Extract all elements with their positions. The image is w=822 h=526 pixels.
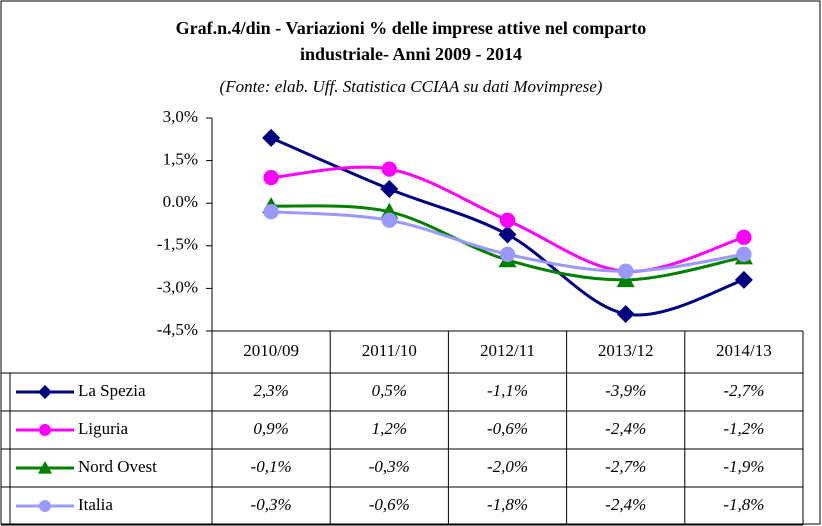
- chart-subtitle: (Fonte: elab. Uff. Statistica CCIAA su d…: [220, 77, 603, 96]
- legend-marker: [38, 461, 52, 474]
- y-tick-label: -1,5%: [157, 235, 198, 254]
- legend-label: Liguria: [78, 419, 128, 438]
- y-tick-label: 3,0%: [163, 107, 198, 126]
- legend-label: Italia: [78, 495, 113, 514]
- marker: [263, 204, 279, 220]
- value-label: -1,2%: [723, 419, 764, 438]
- value-label: -2,4%: [605, 419, 646, 438]
- legend-label: La Spezia: [78, 381, 146, 400]
- x-tick-label: 2013/12: [598, 341, 654, 360]
- value-label: -2,7%: [605, 457, 646, 476]
- marker: [734, 270, 753, 289]
- value-label: -3,9%: [605, 381, 646, 400]
- value-label: 0,9%: [253, 419, 288, 438]
- x-tick-label: 2014/13: [716, 341, 772, 360]
- legend-marker: [39, 500, 51, 512]
- x-tick-label: 2011/10: [362, 341, 417, 360]
- value-label: 2,3%: [253, 381, 288, 400]
- value-label: -0,6%: [487, 419, 528, 438]
- marker: [618, 263, 634, 280]
- value-label: -1,8%: [723, 495, 764, 514]
- marker: [380, 180, 399, 198]
- value-label: 0,5%: [372, 381, 407, 400]
- value-label: -2,7%: [723, 381, 764, 400]
- value-label: -0,3%: [369, 457, 410, 476]
- value-label: -1,8%: [487, 495, 528, 514]
- marker: [262, 128, 281, 147]
- value-label: -1,1%: [487, 381, 528, 400]
- value-label: -0,3%: [251, 495, 292, 514]
- y-tick-label: 1,5%: [163, 150, 198, 169]
- y-tick-label: 0.0%: [163, 192, 198, 211]
- marker: [499, 212, 516, 228]
- legend-marker: [39, 424, 51, 436]
- marker: [498, 225, 517, 244]
- y-tick-label: -3,0%: [157, 277, 198, 296]
- marker: [736, 246, 752, 262]
- value-label: -0,1%: [251, 457, 292, 476]
- chart-title: Graf.n.4/din - Variazioni % delle impres…: [176, 18, 647, 38]
- chart-title: industriale- Anni 2009 - 2014: [300, 44, 522, 64]
- value-label: -0,6%: [369, 495, 410, 514]
- y-tick-label: -4,5%: [157, 320, 198, 339]
- value-label: -2,0%: [487, 457, 528, 476]
- marker: [263, 169, 279, 186]
- marker: [381, 212, 397, 228]
- marker: [381, 161, 397, 177]
- marker: [736, 229, 752, 245]
- x-tick-label: 2012/11: [480, 341, 535, 360]
- value-label: -2,4%: [605, 495, 646, 514]
- value-label: 1,2%: [372, 419, 407, 438]
- value-label: -1,9%: [723, 457, 764, 476]
- marker: [499, 246, 516, 262]
- legend-label: Nord Ovest: [78, 457, 157, 476]
- x-tick-label: 2010/09: [243, 341, 299, 360]
- legend-marker: [38, 385, 52, 399]
- marker: [616, 304, 635, 323]
